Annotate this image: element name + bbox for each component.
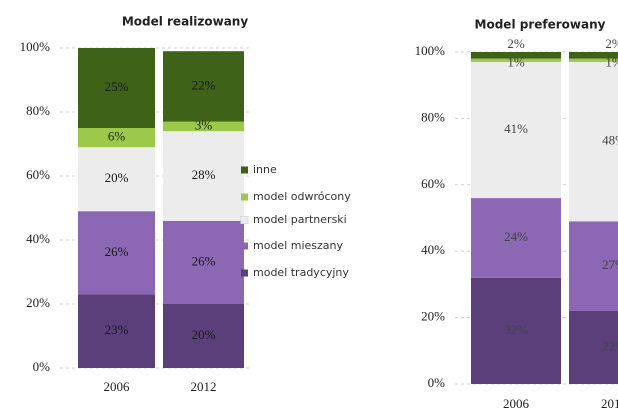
legend-swatch [241, 193, 248, 201]
bar-segment [471, 58, 561, 62]
bar-segment [78, 128, 155, 148]
legend-label: model tradycyjny [253, 266, 349, 279]
legend-label: model partnerski [253, 213, 347, 226]
bar-segment [78, 211, 155, 295]
data-label: 26% [105, 244, 129, 259]
bar-segment [163, 220, 244, 304]
data-label: 2% [507, 36, 525, 51]
y-tick-label: 100% [20, 39, 51, 54]
data-label: 48% [602, 133, 618, 148]
y-tick-label: 0% [33, 359, 51, 374]
data-label: 2% [605, 36, 618, 51]
data-label: 24% [504, 229, 528, 244]
y-tick-label: 20% [421, 309, 445, 324]
bar-segment [163, 131, 244, 221]
y-tick-label: 40% [421, 242, 445, 257]
x-tick-label: 2012 [601, 396, 618, 411]
y-tick-label: 80% [421, 109, 445, 124]
legend-label: inne [253, 163, 277, 176]
data-label: 22% [192, 77, 216, 92]
y-tick-label: 40% [26, 231, 50, 246]
data-label: 25% [105, 79, 129, 94]
data-label: 22% [602, 338, 618, 353]
bar-segment [569, 310, 618, 384]
bar-segment [471, 277, 561, 384]
legend-swatch [241, 242, 248, 250]
bar-segment [569, 58, 618, 62]
bar-segment [471, 61, 561, 199]
bar-segment [78, 48, 155, 128]
bar-segment [569, 221, 618, 311]
x-tick-label: 2006 [503, 396, 530, 411]
chart-title: Model realizowany [122, 15, 249, 29]
y-tick-label: 0% [428, 375, 446, 390]
y-tick-label: 80% [26, 103, 50, 118]
legend-swatch [241, 269, 248, 277]
legend-label: model odwrócony [253, 190, 351, 203]
x-tick-label: 2006 [104, 379, 131, 394]
bar-segment [163, 51, 244, 122]
y-tick-label: 60% [26, 167, 50, 182]
data-label: 28% [192, 167, 216, 182]
bar-segment [471, 198, 561, 278]
y-tick-label: 100% [415, 43, 446, 58]
bar-segment [569, 61, 618, 222]
bar-segment [471, 52, 561, 59]
bar-segment [78, 147, 155, 212]
bar-segment [163, 304, 244, 368]
bar-segment [78, 294, 155, 368]
bar-segment [569, 52, 618, 59]
data-label: 32% [504, 322, 528, 337]
x-tick-label: 2012 [191, 379, 217, 394]
data-label: 41% [504, 121, 528, 136]
data-label: 23% [105, 322, 129, 337]
data-label: 26% [192, 253, 216, 268]
legend-label: model mieszany [253, 239, 344, 252]
data-label: 20% [105, 170, 129, 185]
bar-segment [163, 121, 244, 132]
data-label: 27% [602, 257, 618, 272]
legend-swatch [241, 166, 248, 174]
legend-swatch [240, 216, 249, 224]
data-label: 20% [192, 327, 216, 342]
y-tick-label: 60% [421, 176, 445, 191]
y-tick-label: 20% [26, 295, 50, 310]
chart-title: Model preferowany [475, 18, 606, 32]
data-label: 6% [108, 129, 126, 144]
